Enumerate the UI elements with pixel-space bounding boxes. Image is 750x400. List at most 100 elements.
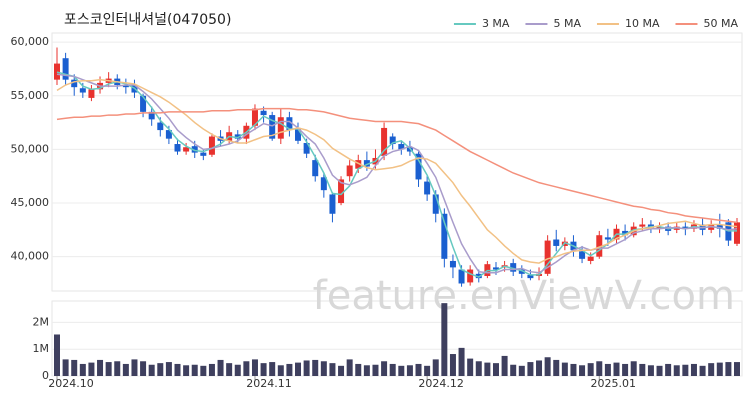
volume-bar: [536, 360, 543, 376]
candle-body: [458, 269, 465, 284]
volume-bar: [527, 362, 534, 376]
volume-bar: [604, 363, 611, 376]
legend-label: 3 MA: [482, 17, 510, 30]
candle-body: [286, 117, 293, 131]
volume-bar: [415, 363, 422, 376]
volume-bar: [277, 365, 284, 376]
volume-bar: [682, 364, 689, 376]
volume-bar: [518, 365, 525, 376]
y-tick-label: 2M: [33, 315, 50, 328]
volume-bar: [208, 363, 215, 376]
volume-bar: [131, 359, 138, 376]
candle-body: [79, 88, 86, 93]
volume-bar: [725, 362, 732, 376]
volume-bar: [105, 362, 112, 376]
candle-body: [312, 160, 319, 177]
volume-bar: [165, 362, 172, 376]
volume-bar: [656, 365, 663, 376]
candle-body: [734, 222, 740, 244]
volume-bar: [381, 361, 388, 376]
candle-body: [596, 235, 603, 257]
volume-bar: [183, 365, 190, 376]
x-tick-label: 2025.01: [591, 377, 637, 390]
volume-bar: [587, 363, 594, 376]
x-tick-label: 2024.12: [418, 377, 464, 390]
candle-body: [389, 136, 396, 145]
candle-body: [88, 89, 95, 98]
candle-body: [191, 146, 198, 153]
candle-body: [415, 153, 422, 180]
candle-body: [165, 130, 172, 139]
legend-label: 10 MA: [625, 17, 660, 30]
volume-bar: [475, 361, 482, 376]
volume-bar: [71, 359, 78, 376]
volume-bar: [363, 365, 370, 376]
volume-bar: [329, 363, 336, 376]
ma-line: [56, 73, 738, 274]
legend-label: 50 MA: [703, 17, 738, 30]
volume-bar: [570, 363, 577, 376]
volume-bar: [449, 354, 456, 376]
volume-bar: [303, 360, 310, 376]
candle-body: [544, 240, 551, 274]
candle-body: [140, 95, 147, 112]
candle-body: [303, 142, 310, 154]
volume-bar: [665, 363, 672, 376]
candle-body: [329, 194, 336, 214]
volume-bar: [458, 347, 465, 376]
candle-body: [432, 194, 439, 214]
volume-bar: [338, 365, 345, 376]
candle-body: [622, 230, 629, 236]
volume-bar: [191, 364, 198, 376]
candle-body: [148, 111, 155, 120]
candle-body: [656, 226, 663, 229]
volume-bar: [708, 363, 715, 376]
y-tick-label: 40,000: [11, 250, 50, 263]
volume-bar: [251, 359, 258, 376]
volume-bar: [630, 361, 637, 376]
candle-body: [183, 147, 190, 152]
volume-bar: [114, 361, 121, 376]
candle-body: [234, 134, 241, 139]
volume-bar: [234, 364, 241, 376]
volume-bar: [97, 359, 104, 376]
volume-bar: [553, 359, 560, 376]
candle-body: [682, 226, 689, 229]
volume-bar: [699, 365, 706, 376]
candle-body: [277, 117, 284, 139]
volume-bar: [639, 363, 646, 376]
candle-body: [716, 224, 723, 229]
candle-body: [587, 256, 594, 261]
candle-body: [71, 79, 78, 88]
volume-bar: [647, 365, 654, 376]
candle-body: [269, 115, 276, 139]
y-tick-label: 55,000: [11, 89, 50, 102]
y-tick-label: 50,000: [11, 142, 50, 155]
volume-bar: [312, 359, 319, 376]
watermark: feature.enViewV.com: [313, 273, 735, 319]
candle-body: [363, 160, 370, 167]
volume-bar: [320, 361, 327, 376]
y-tick-label: 60,000: [11, 35, 50, 48]
volume-bar: [406, 365, 413, 376]
candle-body: [122, 85, 129, 88]
volume-bar: [389, 363, 396, 376]
candle-body: [475, 273, 482, 279]
chart-title: 포스코인터내셔널(047050): [64, 12, 231, 28]
ma-line: [56, 107, 738, 224]
volume-bar: [622, 363, 629, 376]
volume-bar: [596, 361, 603, 376]
ma-line: [56, 71, 737, 278]
volume-bar: [398, 365, 405, 376]
ma-line: [56, 78, 738, 264]
volume-bar: [243, 361, 250, 376]
candle-body: [260, 110, 267, 116]
volume-bar: [424, 365, 431, 376]
candle-body: [381, 127, 388, 156]
volume-bar: [295, 362, 302, 376]
volume-bar: [54, 334, 60, 376]
candle-body: [200, 152, 207, 156]
candle-body: [441, 213, 448, 259]
volume-bar: [157, 363, 164, 376]
volume-bar: [140, 361, 147, 376]
